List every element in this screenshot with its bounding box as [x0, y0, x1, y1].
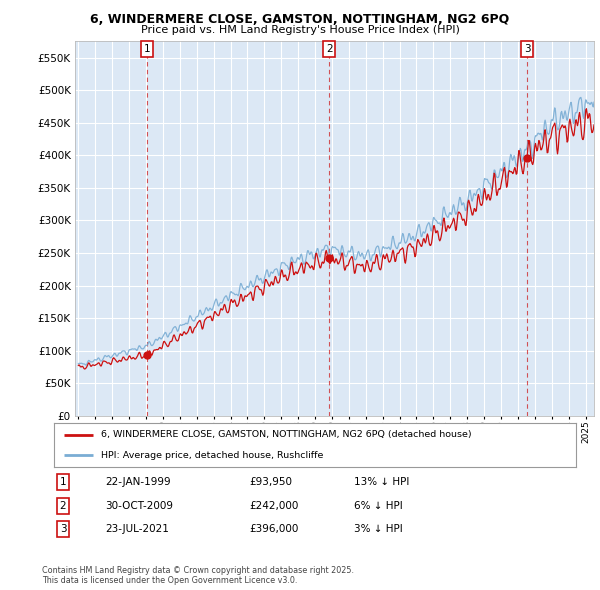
Text: £396,000: £396,000: [249, 525, 298, 534]
Text: 23-JUL-2021: 23-JUL-2021: [105, 525, 169, 534]
Text: 30-OCT-2009: 30-OCT-2009: [105, 501, 173, 510]
Text: 6% ↓ HPI: 6% ↓ HPI: [354, 501, 403, 510]
Text: 3: 3: [59, 525, 67, 534]
Text: 1: 1: [59, 477, 67, 487]
Text: 2: 2: [326, 44, 332, 54]
Text: 6, WINDERMERE CLOSE, GAMSTON, NOTTINGHAM, NG2 6PQ: 6, WINDERMERE CLOSE, GAMSTON, NOTTINGHAM…: [91, 13, 509, 26]
Text: 1: 1: [143, 44, 150, 54]
Text: Contains HM Land Registry data © Crown copyright and database right 2025.
This d: Contains HM Land Registry data © Crown c…: [42, 566, 354, 585]
Text: 3: 3: [524, 44, 530, 54]
Text: 13% ↓ HPI: 13% ↓ HPI: [354, 477, 409, 487]
Text: HPI: Average price, detached house, Rushcliffe: HPI: Average price, detached house, Rush…: [101, 451, 323, 460]
Text: 6, WINDERMERE CLOSE, GAMSTON, NOTTINGHAM, NG2 6PQ (detached house): 6, WINDERMERE CLOSE, GAMSTON, NOTTINGHAM…: [101, 431, 472, 440]
Text: 2: 2: [59, 501, 67, 510]
Text: Price paid vs. HM Land Registry's House Price Index (HPI): Price paid vs. HM Land Registry's House …: [140, 25, 460, 35]
Text: £93,950: £93,950: [249, 477, 292, 487]
Text: 3% ↓ HPI: 3% ↓ HPI: [354, 525, 403, 534]
Text: £242,000: £242,000: [249, 501, 298, 510]
Text: 22-JAN-1999: 22-JAN-1999: [105, 477, 170, 487]
